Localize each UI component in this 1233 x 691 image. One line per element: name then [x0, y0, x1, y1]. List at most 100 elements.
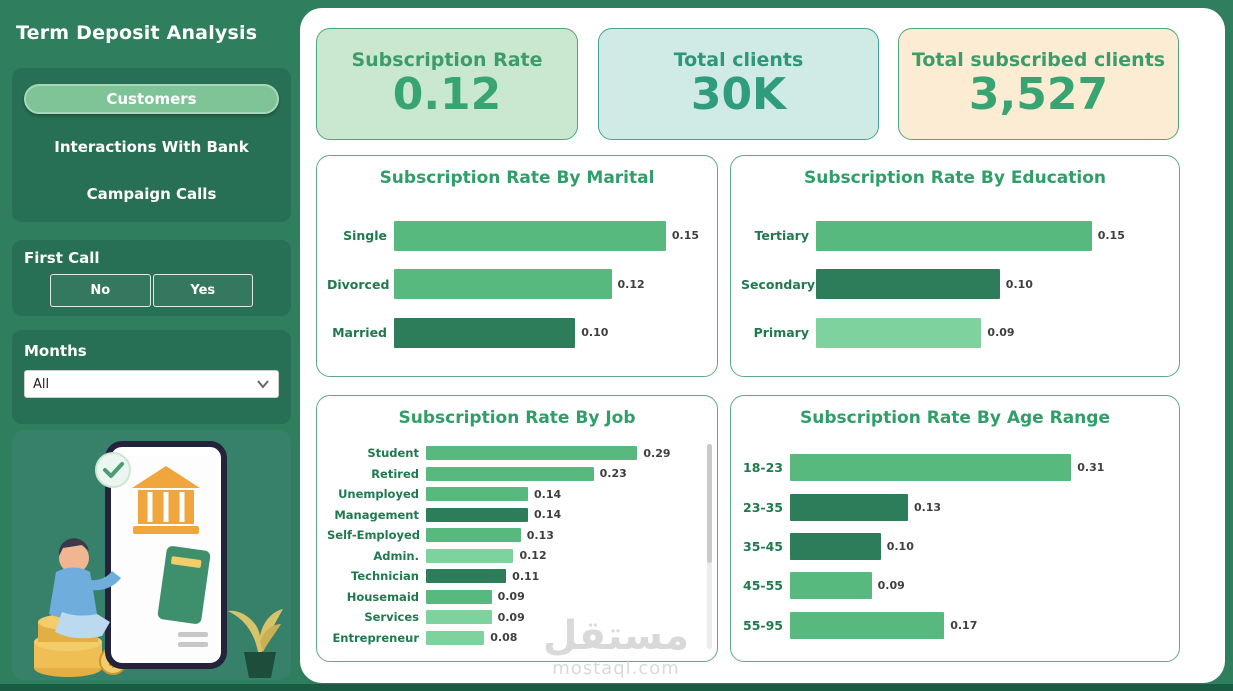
bar-area: 0.15 — [394, 220, 703, 251]
scrollbar[interactable] — [707, 444, 712, 649]
bar-row: Technician 0.11 — [327, 569, 697, 584]
months-dropdown[interactable]: All — [24, 370, 279, 398]
nav-panel: Customers Interactions With Bank Campaig… — [12, 68, 291, 222]
bar[interactable] — [394, 220, 666, 251]
kpi-value: 0.12 — [392, 68, 502, 120]
bottom-edge — [0, 684, 1233, 691]
bar-area: 0.13 — [426, 528, 697, 543]
bar-row: Entrepreneur 0.08 — [327, 630, 697, 645]
bar-area: 0.15 — [816, 220, 1165, 251]
bar-category-label: Student — [367, 446, 419, 461]
bar-category-label: Retired — [371, 466, 419, 481]
bar-value-label: 0.09 — [497, 610, 525, 624]
bar-category-label: Technician — [351, 569, 419, 584]
bar-row: Student 0.29 — [327, 446, 697, 461]
bar-area: 0.10 — [816, 269, 1165, 299]
bar-area: 0.14 — [426, 507, 697, 522]
bar-area: 0.17 — [790, 611, 1165, 639]
bar-row: Unemployed 0.14 — [327, 487, 697, 502]
bar-category-label: 35-45 — [743, 538, 783, 554]
bar-area: 0.12 — [426, 548, 697, 563]
bar-area: 0.09 — [426, 610, 697, 625]
months-filter: Months All — [12, 330, 291, 424]
bar-category-label: Divorced — [327, 276, 390, 292]
bar[interactable] — [394, 269, 612, 299]
bar-value-label: 0.15 — [671, 229, 700, 242]
chart-subscription-rate-by-age-range: Subscription Rate By Age Range 18-23 0.31… — [730, 395, 1180, 662]
bar-plot-area: Tertiary 0.15 Secondary 0.10 Primary 0.09 — [741, 202, 1165, 366]
bar[interactable] — [816, 269, 1000, 299]
bar[interactable] — [426, 610, 492, 625]
bar[interactable] — [394, 317, 576, 348]
first-call-filter: First Call No Yes — [12, 240, 291, 316]
chart-title: Subscription Rate By Age Range — [800, 408, 1110, 428]
bar-row: 23-35 0.13 — [741, 493, 1165, 521]
bar-row: Divorced 0.12 — [327, 269, 703, 299]
bar-row: 55-95 0.17 — [741, 611, 1165, 639]
bar[interactable] — [426, 569, 507, 584]
chart-title: Subscription Rate By Education — [803, 168, 1106, 188]
chevron-down-icon — [257, 380, 269, 389]
bar-plot-area: Student 0.29 Retired 0.23 Unemployed 0.14 Mana… — [327, 440, 697, 651]
bar[interactable] — [426, 446, 638, 461]
bar-category-label: Services — [364, 610, 419, 625]
bar-category-label: Secondary — [741, 276, 816, 292]
bar-value-label: 0.17 — [950, 618, 978, 632]
bar-value-label: 0.09 — [497, 590, 525, 604]
kpi-total-clients: Total clients 30K — [598, 28, 879, 140]
bar-value-label: 0.10 — [886, 539, 914, 553]
months-label: Months — [24, 342, 87, 360]
bar[interactable] — [426, 507, 529, 522]
plant-icon — [228, 609, 283, 678]
bar-row: Housemaid 0.09 — [327, 589, 697, 604]
bar-value-label: 0.08 — [490, 631, 518, 645]
first-call-label: First Call — [24, 249, 100, 267]
bar-category-label: Single — [343, 228, 387, 243]
chart-subscription-rate-by-education: Subscription Rate By Education Tertiary 0… — [730, 155, 1180, 377]
bar[interactable] — [790, 493, 908, 521]
bar[interactable] — [790, 572, 872, 600]
kpi-title: Total clients — [673, 48, 804, 71]
bar[interactable] — [790, 454, 1072, 482]
bar-row: Services 0.09 — [327, 610, 697, 625]
bar-area: 0.10 — [394, 317, 703, 348]
bar-value-label: 0.14 — [534, 508, 562, 522]
bar[interactable] — [426, 487, 529, 502]
kpi-total-subscribed-clients: Total subscribed clients 3,527 — [898, 28, 1179, 140]
nav-item-campaign-calls[interactable]: Campaign Calls — [86, 185, 217, 203]
bar-value-label: 0.14 — [534, 487, 562, 501]
bar-category-label: Married — [332, 325, 387, 340]
bar[interactable] — [816, 317, 982, 348]
bar[interactable] — [426, 466, 594, 481]
kpi-value: 3,527 — [968, 68, 1109, 120]
chart-title: Subscription Rate By Marital — [379, 168, 655, 188]
chart-subscription-rate-by-marital: Subscription Rate By Marital Single 0.15 D… — [316, 155, 718, 377]
bar[interactable] — [426, 589, 492, 604]
mobile-banking-illustration: $ — [34, 441, 283, 678]
bar-value-label: 0.13 — [913, 500, 942, 514]
bar[interactable] — [426, 548, 514, 563]
bar[interactable] — [790, 532, 881, 560]
bar-category-label: 45-55 — [743, 578, 783, 594]
bar-area: 0.29 — [426, 446, 697, 461]
months-selected-value: All — [33, 376, 50, 392]
bar-area: 0.09 — [790, 572, 1165, 600]
bar[interactable] — [426, 630, 485, 645]
bar-row: Management 0.14 — [327, 507, 697, 522]
bar-value-label: 0.10 — [581, 326, 609, 339]
kpi-title: Subscription Rate — [351, 48, 543, 71]
scrollbar-thumb[interactable] — [707, 444, 712, 563]
first-call-no-button[interactable]: No — [50, 274, 151, 307]
nav-item-customers[interactable]: Customers — [24, 84, 279, 114]
first-call-yes-button[interactable]: Yes — [152, 274, 253, 307]
bar-category-label: Self-Employed — [327, 528, 421, 543]
nav-item-interactions-with-bank[interactable]: Interactions With Bank — [54, 138, 249, 156]
bar[interactable] — [426, 528, 521, 543]
bar-row: 45-55 0.09 — [741, 572, 1165, 600]
bar-category-label: 55-95 — [743, 617, 783, 633]
bar-area: 0.23 — [426, 466, 697, 481]
bar-area: 0.09 — [816, 317, 1165, 348]
bar[interactable] — [790, 611, 945, 639]
bar[interactable] — [816, 220, 1092, 251]
